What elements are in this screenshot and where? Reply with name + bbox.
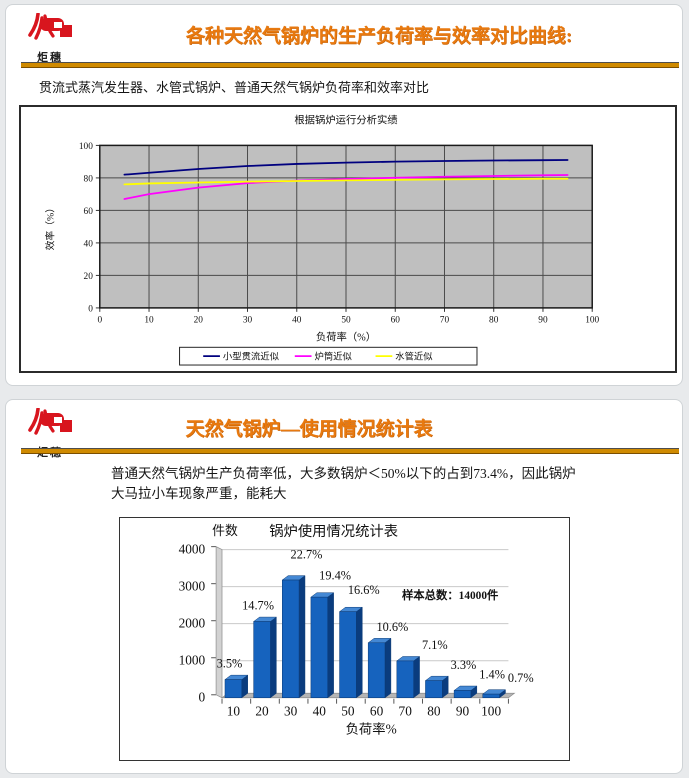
bar-percent-label-5: 10.6% [376,620,408,634]
slide1-header-rule [21,62,679,68]
series-line-1 [123,174,569,200]
x-tick-label: 100 [585,316,599,326]
flame-logo-icon [28,407,72,435]
bar-y-unit-label: 件数 [212,524,238,538]
y-tick-label: 20 [84,272,94,282]
efficiency-vs-load-line-chart: 根据锅炉运行分析实绩 0 10 20 30 40 50 60 70 80 90 100 0 20 40 60 8… [44,114,600,366]
bar-percent-label-9: 0.7% [508,671,534,685]
y-tick-label: 80 [84,174,94,184]
boiler-usage-bar-chart: 件数 锅炉使用情况统计表 0 1000 2000 3000 4000 3.5% 14.7% 22.… [179,523,534,737]
bar-percent-label-0: 3.5% [217,657,243,671]
slide2-body-text: 普通天然气锅炉生产负荷率低，大多数锅炉＜50%以下的占到73.4%，因此锅炉大马… [111,466,576,502]
series-line-2 [123,177,569,186]
legend-label-1: 炉筒近似 [314,351,352,363]
bar-side-6 [413,655,420,699]
bar-side-3 [327,592,334,699]
bar-x-tick-label: 40 [313,704,327,719]
line-chart-frame: 根据锅炉运行分析实绩 0 10 20 30 40 50 60 70 80 90 100 0 20 40 60 8… [19,105,677,373]
y-tick-label: 0 [88,304,93,314]
bar-x-axis-title: 负荷率% [346,720,397,736]
bar-y-tick-label: 3000 [179,579,206,594]
bar-percent-label-7: 3.3% [451,658,477,672]
bar-x-tick-label: 100 [481,704,501,719]
line-chart-title: 根据锅炉运行分析实绩 [294,114,397,127]
bar-side-4 [356,606,363,699]
bar-y-tick-label: 1000 [179,653,206,668]
legend-label-2: 水管近似 [395,351,433,363]
x-tick-label: 30 [243,316,253,326]
bar-front-9 [482,693,500,698]
bar-x-tick-label: 10 [227,704,241,719]
slide2-title: 天然气锅炉—使用情况统计表 [185,419,433,440]
x-tick-label: 40 [292,316,302,326]
x-tick-label: 90 [538,316,548,326]
x-tick-label: 60 [391,316,401,326]
bar-x-tick-label: 70 [399,704,413,719]
bar-front-5 [367,642,386,698]
bar-x-tick-label: 30 [284,704,298,719]
x-tick-label: 80 [489,316,499,326]
bar-chart-title: 锅炉使用情况统计表 [269,523,398,540]
legend: 小型贯流近似 炉筒近似 水管近似 [179,346,478,366]
bar-side-2 [298,575,306,699]
bar-chart-frame: 件数 锅炉使用情况统计表 0 1000 2000 3000 4000 3.5% 14.7% 22.… [119,517,570,761]
bar-front-0 [224,679,243,698]
legend-label-0: 小型贯流近似 [223,351,280,363]
bar-percent-label-6: 7.1% [422,638,448,652]
bar-front-8 [453,690,472,698]
bar-percent-label-3: 19.4% [319,568,351,582]
bar-y-tick-label: 0 [199,690,206,705]
slide1-subtitle: 贯流式蒸汽发生器、水管式锅炉、普通天然气锅炉负荷率和效率对比 [39,80,430,95]
bar-x-tick-label: 20 [255,704,269,719]
bar-front-4 [339,611,357,698]
y-tick-label: 60 [84,207,94,217]
company-logo: 炬穗 [25,12,75,65]
y-axis-title: 效率（%） [44,203,57,251]
bars [224,575,507,699]
logo-brand-text: 炬穗 [37,52,63,64]
bar-percent-label-1: 14.7% [242,599,274,613]
x-tick-label: 0 [97,316,102,326]
x-tick-label: 70 [440,316,450,326]
bar-percent-label-8: 1.4% [479,668,505,682]
bar-y-tick-label: 2000 [179,616,206,631]
y-tick-label: 40 [84,239,94,249]
x-tick-label: 50 [341,316,351,326]
bar-front-1 [253,621,271,698]
y-tick-label: 100 [79,142,93,152]
slide-load-efficiency-curves: 炬穗 各种天然气锅炉的生产负荷率与效率对比曲线: 贯流式蒸汽发生器、水管式锅炉、… [5,4,683,386]
x-tick-label: 10 [144,316,154,326]
bar-y-tick-label: 4000 [179,542,206,557]
bar-side-5 [384,637,392,699]
series-line-0 [123,159,569,176]
legend-box [179,346,478,366]
bar-percent-label-4: 16.6% [348,583,380,597]
bar-front-3 [310,596,328,698]
sample-total-annotation: 样本总数：14000件 [402,588,499,602]
bar-x-tick-label: 60 [370,704,384,719]
flame-logo-icon [28,12,72,40]
x-axis-title: 负荷率（%） [316,330,376,343]
axis-wall-3d [215,546,223,699]
bar-front-2 [282,579,300,698]
plot-border [99,144,593,309]
bar-x-tick-label: 90 [456,704,470,719]
bar-percent-label-2: 22.7% [291,547,323,561]
bar-side-1 [270,616,277,699]
bar-front-6 [396,660,414,698]
slide2-header-rule [21,448,679,454]
bar-front-7 [425,680,443,698]
slide1-title: 各种天然气锅炉的生产负荷率与效率对比曲线: [185,26,573,47]
bar-x-tick-label: 50 [341,704,355,719]
bar-x-tick-label: 80 [427,704,441,719]
slide-usage-statistics: 炬穗 天然气锅炉—使用情况统计表 普通天然气锅炉生产负荷率低，大多数锅炉＜50%… [5,399,683,774]
x-tick-label: 20 [194,316,204,326]
